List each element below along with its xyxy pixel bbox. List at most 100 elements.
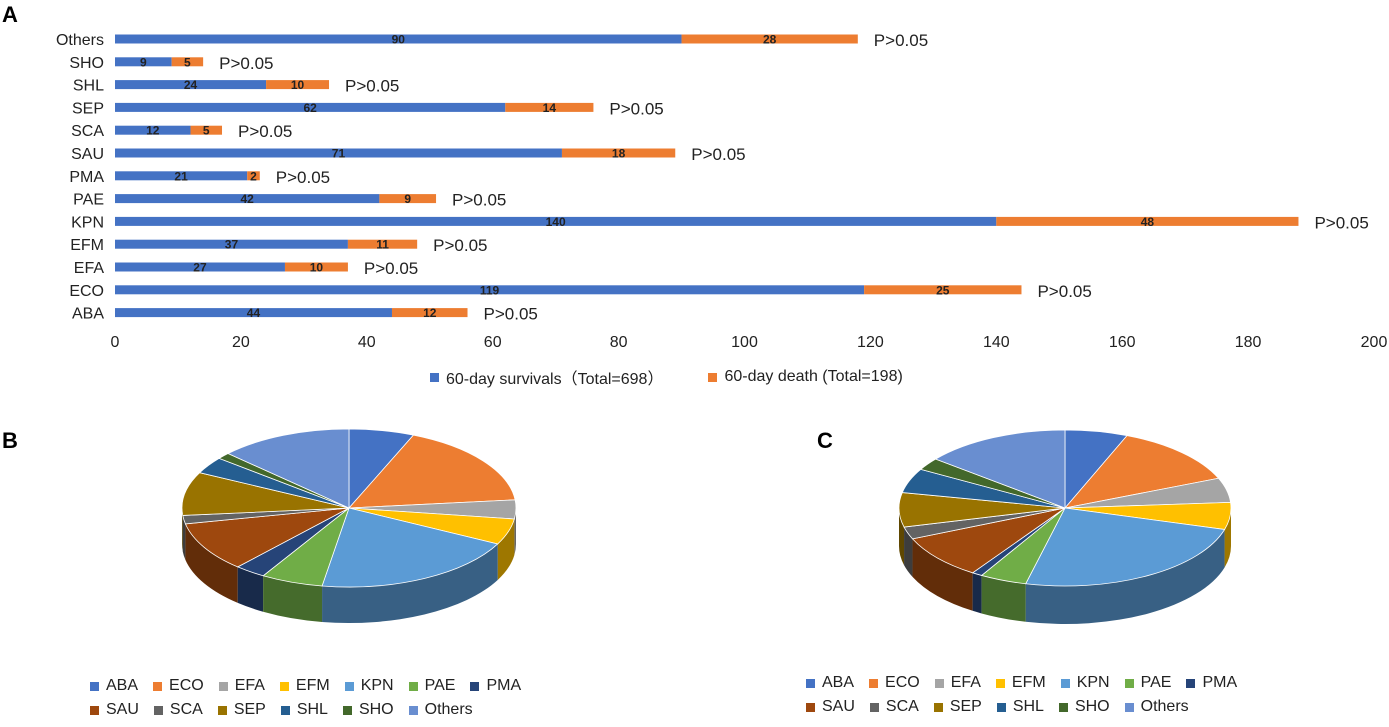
p-value-annotation: P>0.05	[276, 168, 330, 187]
bar-survivals	[115, 148, 562, 158]
data-label: 25	[936, 283, 950, 297]
legend-label: PMA	[486, 677, 522, 694]
pie-b-legend-item-sep: SEP	[217, 701, 266, 719]
legend-swatch	[1186, 678, 1196, 688]
pie-slice-eco	[348, 434, 516, 509]
category-label: PAE	[73, 192, 104, 209]
x-tick-label: 40	[358, 334, 376, 351]
data-label: 62	[303, 101, 317, 115]
bar-death	[379, 194, 437, 204]
data-label: 28	[763, 33, 777, 47]
pie-side-efm	[497, 518, 515, 580]
bar-survivals	[115, 125, 191, 135]
category-label: EFM	[70, 237, 104, 254]
p-value-annotation: P>0.05	[452, 191, 506, 210]
pie-b-legend-item-pma: PMA	[470, 677, 521, 695]
bar-death	[247, 171, 260, 181]
legend-swatch	[996, 702, 1006, 712]
x-tick-label: 120	[857, 334, 884, 351]
bar-death	[864, 285, 1022, 295]
pie-b-legend-item-sho: SHO	[342, 701, 394, 719]
legend-label: Others	[1140, 698, 1189, 715]
p-value-annotation: P>0.05	[345, 77, 399, 96]
legend-swatch	[934, 678, 944, 688]
panel-label-b: B	[2, 428, 18, 453]
pie-side-sau	[185, 523, 238, 603]
pie-side-pae	[263, 575, 323, 622]
bar-survivals	[115, 102, 506, 112]
pie-b-legend-item-sca: SCA	[153, 701, 203, 719]
data-label: 2	[250, 169, 257, 183]
pie-side-pma	[972, 572, 982, 614]
legend-label: PAE	[424, 677, 456, 694]
pie-c-legend-item-sau: SAU	[806, 698, 855, 716]
data-label: 42	[241, 192, 255, 206]
p-value-annotation: P>0.05	[238, 122, 292, 141]
pie-slice-sau	[911, 507, 1066, 574]
legend-label: SHO	[1074, 698, 1110, 715]
pie-side-pma	[237, 566, 264, 612]
pie-b-legend-item-aba: ABA	[90, 677, 138, 695]
category-label: PMA	[69, 169, 104, 186]
bar-death	[190, 125, 223, 135]
pie-side-efa	[514, 508, 516, 555]
x-tick-label: 0	[111, 334, 120, 351]
pie-c-legend-item-aba: ABA	[806, 674, 854, 692]
legend-label: ECO	[885, 674, 920, 691]
legend-swatch	[217, 705, 227, 715]
legend-label-survivals: 60-day survivals（Total=698）	[446, 371, 664, 388]
data-label: 24	[184, 78, 198, 92]
legend-label: EFM	[295, 677, 330, 694]
x-tick-label: 20	[232, 334, 250, 351]
legend-swatch	[408, 681, 418, 691]
pie-b-legend-item-others: Others	[408, 701, 473, 719]
pie-slice-kpn	[321, 507, 499, 588]
bar-death	[284, 262, 348, 272]
category-label: SEP	[72, 100, 104, 117]
pie-c-legend-item-pma: PMA	[1186, 674, 1237, 692]
pie-c-legend-item-efa: EFA	[934, 674, 981, 692]
legend-swatch	[470, 681, 480, 691]
legend-label: SAU	[106, 701, 139, 718]
pie-slice-kpn	[1025, 507, 1226, 587]
bar-survivals	[115, 80, 267, 90]
pie-side-sep	[182, 508, 183, 552]
legend-label: SAU	[822, 698, 855, 715]
legend-item-death: 60-day death (Total=198)	[708, 365, 903, 389]
legend-swatch	[1124, 702, 1134, 712]
bar-death	[347, 239, 418, 249]
pie-side-kpn	[1025, 529, 1225, 624]
legend-swatch	[806, 678, 815, 688]
data-label: 14	[543, 101, 557, 115]
category-label: ABA	[72, 306, 104, 323]
pie-b-legend-row: ABA ECO EFA EFM KPN PAE PMA	[90, 677, 536, 695]
data-label: 5	[184, 55, 191, 69]
data-label: 9	[140, 55, 147, 69]
p-value-annotation: P>0.05	[364, 259, 418, 278]
data-label: 90	[392, 33, 406, 47]
legend-swatch	[408, 705, 418, 715]
pie-c-legend-item-others: Others	[1124, 698, 1189, 716]
legend-label: ABA	[106, 677, 139, 694]
p-value-annotation: P>0.05	[484, 305, 538, 324]
pie-b-legend-item-pae: PAE	[408, 677, 456, 695]
bar-chart-legend: 60-day survivals（Total=698） 60-day death…	[430, 365, 948, 389]
bar-death	[391, 308, 468, 318]
legend-label: SEP	[233, 701, 266, 718]
panel-label-a: A	[2, 2, 18, 27]
p-value-annotation: P>0.05	[1037, 282, 1091, 301]
pie-b-legend-item-efm: EFM	[279, 677, 330, 695]
pie-slice-others	[934, 429, 1066, 509]
bar-survivals	[115, 285, 865, 295]
pie-c-legend-item-sca: SCA	[869, 698, 919, 716]
legend-label-death: 60-day death (Total=198)	[724, 368, 903, 385]
legend-label: EFA	[950, 674, 981, 691]
x-tick-label: 180	[1235, 334, 1262, 351]
bar-death	[681, 34, 858, 44]
pie-c-legend-item-efm: EFM	[995, 674, 1046, 692]
category-label: SAU	[71, 146, 104, 163]
legend-label: ECO	[169, 677, 204, 694]
category-label: EFA	[74, 260, 105, 277]
x-tick-label: 200	[1361, 334, 1388, 351]
legend-swatch	[90, 705, 99, 715]
